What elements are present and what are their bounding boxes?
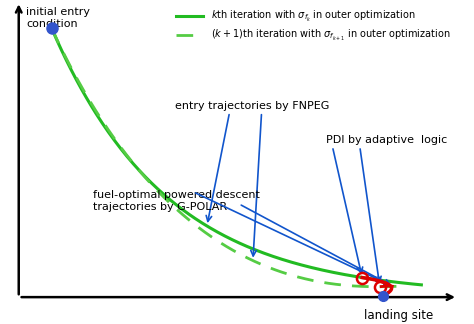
Text: fuel-optimal powered descent
trajectories by G-POLAR: fuel-optimal powered descent trajectorie…	[93, 190, 260, 213]
Legend: $k$th iteration with $\sigma_{f_k}$ in outer optimization, $(k+1)$th iteration w: $k$th iteration with $\sigma_{f_k}$ in o…	[173, 6, 453, 46]
Text: PDI by adaptive  logic: PDI by adaptive logic	[326, 135, 447, 145]
Text: entry trajectories by FNPEG: entry trajectories by FNPEG	[175, 101, 329, 111]
Text: initial entry
condition: initial entry condition	[27, 6, 91, 29]
Text: landing site: landing site	[364, 309, 433, 322]
